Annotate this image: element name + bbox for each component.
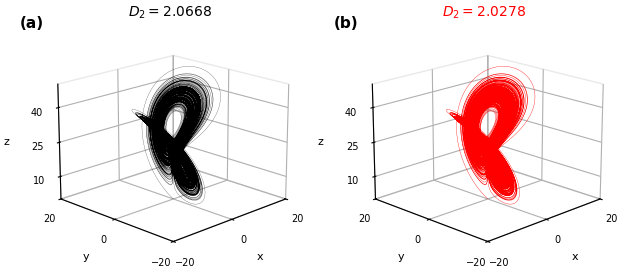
Text: (b): (b) [334, 16, 359, 31]
X-axis label: x: x [257, 252, 264, 262]
Y-axis label: y: y [83, 252, 90, 262]
X-axis label: x: x [572, 252, 578, 262]
Title: $D_2 = 2.0278$: $D_2 = 2.0278$ [442, 4, 526, 21]
Title: $D_2 = 2.0668$: $D_2 = 2.0668$ [128, 4, 212, 21]
Y-axis label: y: y [397, 252, 404, 262]
Text: (a): (a) [20, 16, 44, 31]
